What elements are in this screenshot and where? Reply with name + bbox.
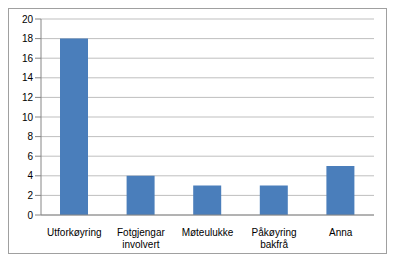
svg-text:Møteulukke: Møteulukke — [182, 227, 234, 238]
svg-text:6: 6 — [27, 151, 33, 162]
svg-text:20: 20 — [22, 14, 34, 25]
svg-text:Utforkøyring: Utforkøyring — [47, 227, 101, 238]
svg-text:16: 16 — [22, 53, 34, 64]
svg-text:Fotgjengarinvolvert: Fotgjengarinvolvert — [117, 227, 165, 250]
svg-text:0: 0 — [27, 210, 33, 221]
svg-text:10: 10 — [22, 112, 34, 123]
svg-text:Påkøyringbakfrå: Påkøyringbakfrå — [252, 227, 297, 250]
svg-text:Anna: Anna — [329, 227, 353, 238]
svg-text:2: 2 — [27, 190, 33, 201]
svg-text:4: 4 — [27, 170, 33, 181]
svg-text:8: 8 — [27, 131, 33, 142]
svg-text:12: 12 — [22, 92, 34, 103]
svg-text:18: 18 — [22, 33, 34, 44]
svg-text:14: 14 — [22, 72, 34, 83]
